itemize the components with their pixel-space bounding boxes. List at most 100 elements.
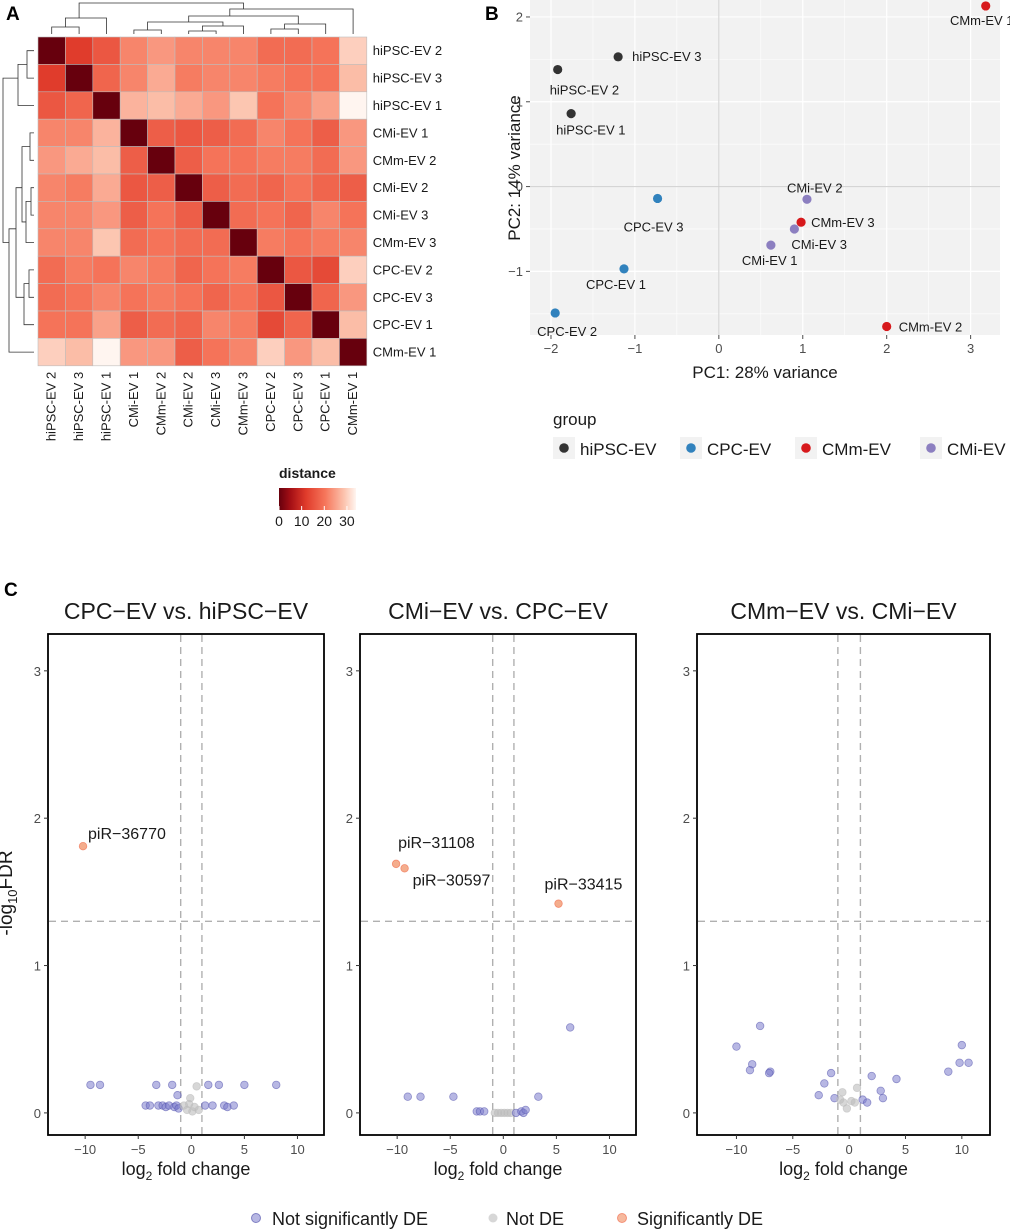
volcano-1-point: [86, 1080, 95, 1090]
pca-point-label-hipsc-ev-2: hiPSC-EV 2: [550, 83, 619, 98]
heatmap-cell: [339, 64, 368, 93]
heatmap-cell: [202, 201, 231, 230]
pca-point-cmi-ev-3: [789, 224, 799, 234]
heatmap-row-label-cmi-ev-2: CMi-EV 2: [373, 180, 429, 195]
volcano-1-x-tick-label: −5: [131, 1142, 146, 1157]
pca-legend-key-hipsc-ev: [559, 443, 569, 453]
heatmap-dendrogram-top: [147, 21, 224, 30]
volcano-3-point: [814, 1091, 823, 1100]
heatmap-cell: [284, 36, 313, 65]
heatmap-cell: [256, 64, 285, 93]
heatmap-cell: [174, 146, 203, 175]
volcano-1-point: [229, 1101, 238, 1110]
heatmap-dendrogram-top: [270, 28, 299, 34]
heatmap-dendrogram-left: [28, 269, 34, 298]
heatmap-cell: [229, 228, 258, 257]
heatmap-cell: [311, 146, 340, 175]
heatmap-cell: [119, 118, 148, 147]
pca-point-cmi-ev-1: [766, 240, 776, 250]
legend-key-significant: [617, 1213, 627, 1223]
heatmap-cell: [92, 201, 121, 230]
heatmap-cell: [284, 64, 313, 93]
heatmap-cell: [284, 173, 313, 202]
volcano-3-point: [850, 1098, 859, 1107]
heatmap-row-label-cmi-ev-1: CMi-EV 1: [373, 125, 429, 140]
heatmap-row-label-cpc-ev-3: CPC-EV 3: [373, 290, 433, 305]
heatmap-cell: [311, 91, 340, 120]
pca-ylabel: PC2: 14% variance: [505, 95, 524, 241]
heatmap-cell: [147, 64, 176, 93]
heatmap-cell: [37, 228, 66, 257]
volcano-2-x-tick-label: −10: [386, 1142, 408, 1157]
heatmap-cell: [284, 338, 313, 367]
heatmap-cell: [37, 91, 66, 120]
heatmap-dendrogram-left: [25, 201, 34, 243]
heatmap-col-label-hipsc-ev-3: hiPSC-EV 3: [71, 372, 86, 441]
pca-legend-label-cpc-ev: CPC-EV: [707, 440, 772, 459]
heatmap-cell: [119, 146, 148, 175]
heatmap-cell: [119, 255, 148, 284]
heatmap-cell: [119, 173, 148, 202]
heatmap-cell: [339, 173, 368, 202]
volcano-1-point: [95, 1080, 105, 1090]
heatmap-cell: [119, 338, 148, 367]
heatmap-cell: [37, 201, 66, 230]
heatmap-cell: [339, 338, 368, 367]
volcano-3-point: [755, 1021, 765, 1031]
heatmap-row-label-cmm-ev-3: CMm-EV 3: [373, 235, 437, 250]
pca-point-hipsc-ev-3: [613, 52, 623, 62]
heatmap-row-label-hipsc-ev-1: hiPSC-EV 1: [373, 98, 442, 113]
pca-point-cpc-ev-2: [550, 308, 560, 318]
heatmap-col-label-cmm-ev-3: CMm-EV 3: [236, 372, 251, 436]
heatmap-cell: [284, 91, 313, 120]
volcano-1-point: [186, 1093, 195, 1103]
volcano-1-x-tick-label: 10: [290, 1142, 304, 1157]
pca-point-label-cmi-ev-2: CMi-EV 2: [787, 180, 843, 195]
heatmap-cell: [65, 283, 94, 312]
heatmap-cell: [256, 118, 285, 147]
heatmap-dendrogram-left: [2, 77, 18, 243]
heatmap-cell: [311, 338, 340, 367]
volcano-legend: Not significantly DE Not DE Significantl…: [251, 1209, 763, 1229]
volcano-1-frame: [47, 633, 325, 1136]
volcano-2-label-pir-30597: piR−30597: [413, 872, 491, 889]
volcano-2-point: [565, 1023, 575, 1032]
heatmap-legend-tick: 30: [339, 513, 355, 529]
heatmap-cell: [229, 310, 258, 339]
volcano-2-x-tick-label: 0: [500, 1142, 507, 1157]
pca-point-cpc-ev-1: [619, 264, 629, 274]
pca-point-label-cmi-ev-3: CMi-EV 3: [791, 237, 847, 252]
heatmap-cell: [229, 201, 258, 230]
heatmap-col-label-cpc-ev-2: CPC-EV 2: [263, 372, 278, 432]
pca-point-hipsc-ev-2: [553, 64, 563, 75]
heatmap-row-label-hipsc-ev-2: hiPSC-EV 2: [373, 43, 442, 58]
volcano-3-point: [764, 1068, 774, 1078]
volcano-2-label-pir-31108: piR−31108: [398, 835, 475, 852]
pca-x-tick-label: −1: [627, 341, 642, 356]
heatmap-cell: [147, 310, 176, 339]
heatmap-cell: [229, 36, 258, 65]
heatmap-row-label-cmm-ev-1: CMm-EV 1: [373, 345, 437, 360]
heatmap-cell: [174, 338, 203, 367]
volcano-2-title: CMi−EV vs. CPC−EV: [388, 598, 608, 624]
volcano-3-point: [838, 1088, 847, 1097]
heatmap-dendrogram-top: [284, 23, 327, 34]
heatmap-cell: [202, 255, 231, 284]
volcano-1-point: [167, 1080, 177, 1090]
panel-letter-b: B: [485, 4, 499, 25]
volcano-3-point: [955, 1058, 964, 1067]
heatmap-cell: [92, 310, 121, 339]
pca-y-tick-label: 0: [516, 179, 523, 194]
heatmap-cell: [284, 283, 313, 312]
pca-point-label-cpc-ev-2: CPC-EV 2: [537, 324, 597, 339]
pca-legend-key-cmi-ev: [926, 443, 936, 453]
heatmap-legend: distance 0 10 20 30: [275, 465, 356, 529]
volcano-3-point: [732, 1042, 741, 1051]
heatmap-dendrogram-top: [51, 26, 80, 34]
heatmap-cell: [174, 310, 203, 339]
volcano-3-frame: [696, 633, 991, 1136]
pca-legend-label-cmi-ev: CMi-EV: [947, 440, 1006, 459]
volcano-1-x-tick-label: −10: [74, 1142, 96, 1157]
pca-legend-label-cmm-ev: CMm-EV: [822, 440, 892, 459]
heatmap-cell: [229, 64, 258, 93]
